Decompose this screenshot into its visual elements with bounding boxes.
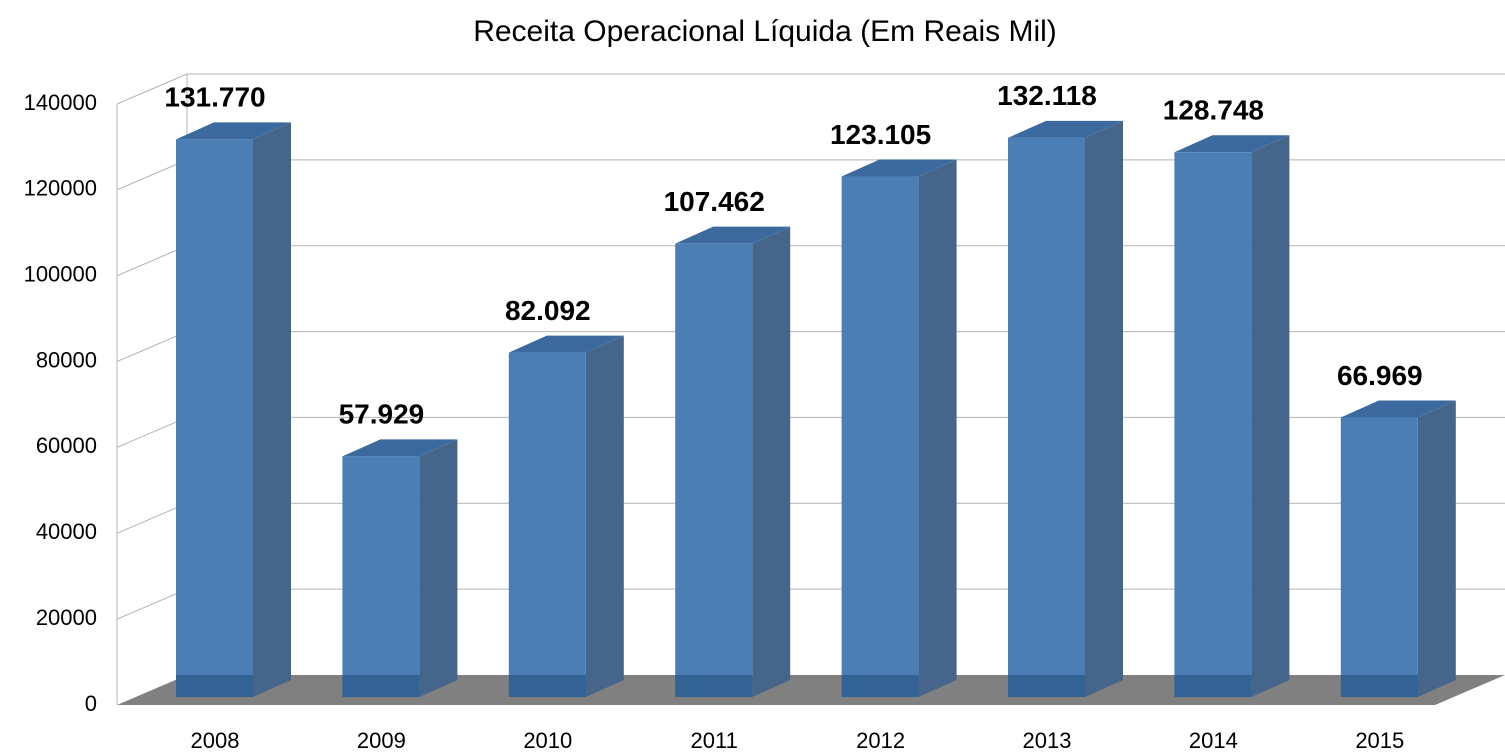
x-tick-label: 2010 (523, 728, 572, 752)
bar-side (1251, 135, 1290, 697)
value-label: 57.929 (339, 399, 425, 430)
bar (342, 439, 458, 697)
bar-front (841, 176, 919, 697)
bar-front (342, 456, 420, 697)
grid-line (116, 159, 1505, 191)
bar-front (1174, 152, 1252, 697)
grid-line (116, 502, 1505, 534)
grid-line-side (116, 416, 188, 448)
bar (508, 335, 624, 697)
x-tick-label: 2009 (357, 728, 406, 752)
bar-side (1085, 120, 1123, 697)
bar (1340, 400, 1456, 697)
value-label: 82.092 (505, 295, 591, 326)
bar-base (675, 675, 753, 697)
bar-base (342, 675, 420, 697)
grid-line (116, 331, 1505, 363)
y-tick-label: 60000 (36, 433, 97, 458)
bar-top (176, 122, 291, 140)
bar-top (1340, 400, 1456, 418)
bar-base (1008, 675, 1085, 697)
chart-title: Receita Operacional Líquida (Em Reais Mi… (473, 15, 1057, 48)
y-tick-label: 140000 (24, 90, 97, 115)
bar-side (1417, 400, 1456, 697)
bar (1174, 135, 1290, 697)
floor (117, 675, 1505, 705)
y-tick-label: 20000 (36, 605, 97, 630)
grid-line-side (116, 331, 188, 363)
value-label: 132.118 (997, 80, 1097, 111)
value-label: 66.969 (1337, 360, 1423, 391)
grid-line-side (116, 159, 188, 191)
bar-top (342, 439, 458, 457)
value-label: 131.770 (164, 82, 265, 113)
bar-side (419, 439, 458, 697)
y-tick-label: 40000 (36, 519, 97, 544)
bar-top (508, 335, 624, 353)
x-tick-label: 2014 (1189, 728, 1238, 752)
bar (675, 226, 791, 698)
grid-line (116, 416, 1505, 448)
x-tick-label: 2011 (691, 728, 738, 752)
y-tick-label: 120000 (24, 176, 97, 201)
x-tick-label: 2013 (1023, 728, 1072, 752)
value-label: 123.105 (830, 119, 931, 150)
x-tick-label: 2012 (856, 728, 905, 752)
value-label: 128.748 (1163, 95, 1264, 126)
bar-front (1008, 137, 1085, 697)
x-tick-label: 2015 (1355, 728, 1404, 752)
bar-front (508, 352, 586, 697)
grid-line-side (116, 588, 188, 620)
bar-side (585, 335, 624, 697)
y-tick-label: 0 (85, 691, 97, 716)
bar-base (1174, 675, 1252, 697)
bar (1008, 120, 1123, 697)
bar-top (1174, 135, 1290, 153)
grid-line-side (116, 245, 188, 277)
grid-line (116, 588, 1505, 620)
bar-base (176, 675, 253, 697)
bar-base (841, 675, 919, 697)
x-tick-label: 2008 (191, 728, 240, 752)
bar-front (675, 243, 753, 698)
bar-side (253, 122, 291, 698)
bar-front (1340, 417, 1418, 697)
bar-top (675, 226, 791, 244)
bar-top (1008, 120, 1123, 138)
grid-line (116, 73, 1505, 105)
grid-line (116, 245, 1505, 277)
y-tick-label: 80000 (36, 347, 97, 372)
bar-front (176, 139, 253, 698)
bar-side (752, 226, 791, 698)
bar-side (918, 159, 957, 697)
bar-top (841, 159, 957, 177)
value-label: 107.462 (664, 186, 765, 217)
grid-line-side (116, 502, 188, 534)
bar-base (508, 675, 586, 697)
bar (176, 122, 291, 698)
bar (841, 159, 957, 697)
y-tick-label: 100000 (24, 262, 97, 287)
bar-base (1340, 675, 1418, 697)
grid-line-side (116, 73, 188, 105)
